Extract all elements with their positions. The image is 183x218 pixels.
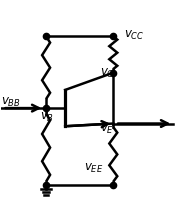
Text: $v_{E}$: $v_{E}$: [100, 123, 114, 136]
Text: $v_{B}$: $v_{B}$: [40, 111, 54, 124]
Text: $v_{C}$: $v_{C}$: [100, 67, 114, 80]
Text: $v_{EE}$: $v_{EE}$: [84, 162, 104, 175]
Text: $v_{BB}$: $v_{BB}$: [1, 96, 20, 109]
Text: $v_{CC}$: $v_{CC}$: [124, 29, 145, 42]
